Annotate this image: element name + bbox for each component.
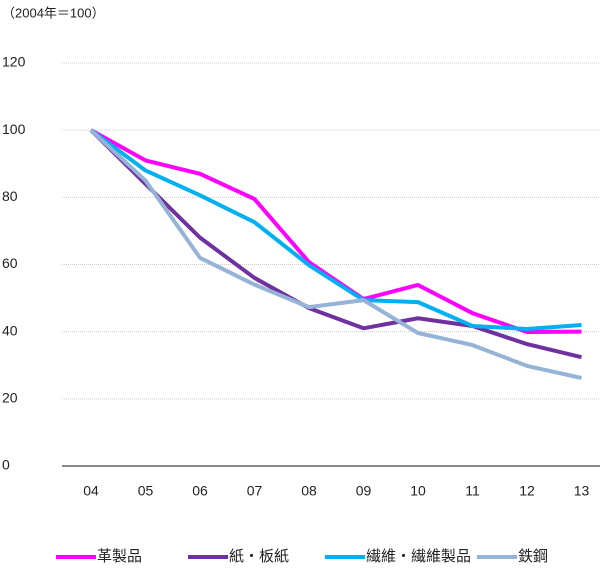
- x-tick-label: 10: [410, 483, 426, 499]
- x-tick-label: 11: [465, 483, 480, 499]
- series-line: [89, 128, 582, 360]
- y-tick-label: 20: [2, 390, 18, 406]
- x-tick-label: 04: [83, 483, 99, 499]
- y-tick-label: 40: [2, 322, 18, 338]
- legend-label: 鉄鋼: [518, 548, 548, 565]
- x-tick-label: 13: [574, 483, 590, 499]
- x-tick-label: 06: [192, 483, 208, 499]
- y-tick-label: 60: [2, 255, 18, 271]
- x-tick-label: 09: [356, 483, 372, 499]
- y-tick-label: 120: [2, 54, 26, 70]
- series-line: [89, 128, 582, 380]
- chart-subtitle: （2004年＝100）: [2, 5, 105, 20]
- x-tick-label: 05: [138, 483, 154, 499]
- legend-label: 繊維・繊維製品: [366, 548, 471, 565]
- legend-label: 紙・板紙: [229, 547, 289, 565]
- x-tick-label: 08: [301, 483, 317, 499]
- y-tick-label: 0: [2, 457, 10, 473]
- series-line: [89, 128, 582, 331]
- y-tick-label: 100: [2, 121, 26, 137]
- y-tick-label: 80: [2, 188, 18, 204]
- legend-label: 革製品: [97, 548, 142, 565]
- x-tick-label: 07: [247, 483, 263, 499]
- x-tick-label: 12: [519, 483, 535, 499]
